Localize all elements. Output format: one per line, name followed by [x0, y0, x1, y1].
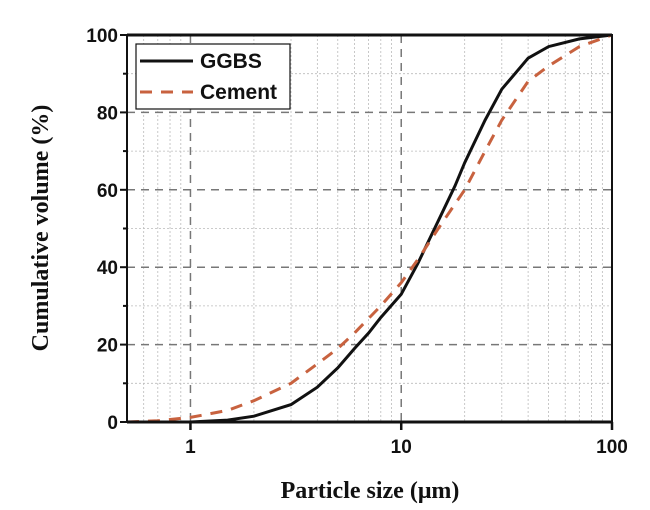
series-line-ggbs [127, 33, 613, 424]
y-axis-label: Cumulative volume (%) [28, 105, 54, 352]
y-tick-label: 40 [97, 258, 118, 279]
tick-labels: 1 10 100 0 20 40 60 80 100 [86, 26, 628, 458]
y-tick-label: 0 [107, 413, 118, 434]
x-tick-label: 1 [185, 437, 196, 458]
x-axis-label: Particle size (μm) [281, 478, 460, 504]
y-tick-label: 60 [97, 181, 118, 202]
x-tick-label: 10 [391, 437, 412, 458]
axes [120, 33, 614, 430]
grid [126, 35, 612, 422]
legend-label-cement: Cement [200, 81, 277, 104]
y-tick-label: 20 [97, 336, 118, 357]
series-lines [126, 33, 613, 424]
legend-label-ggbs: GGBS [200, 50, 262, 73]
legend: GGBS Cement [135, 43, 291, 110]
y-tick-label: 100 [86, 26, 118, 47]
x-tick-label: 100 [596, 437, 628, 458]
legend-box [135, 43, 291, 110]
y-tick-label: 80 [97, 103, 118, 124]
series-line-cement [126, 33, 613, 424]
